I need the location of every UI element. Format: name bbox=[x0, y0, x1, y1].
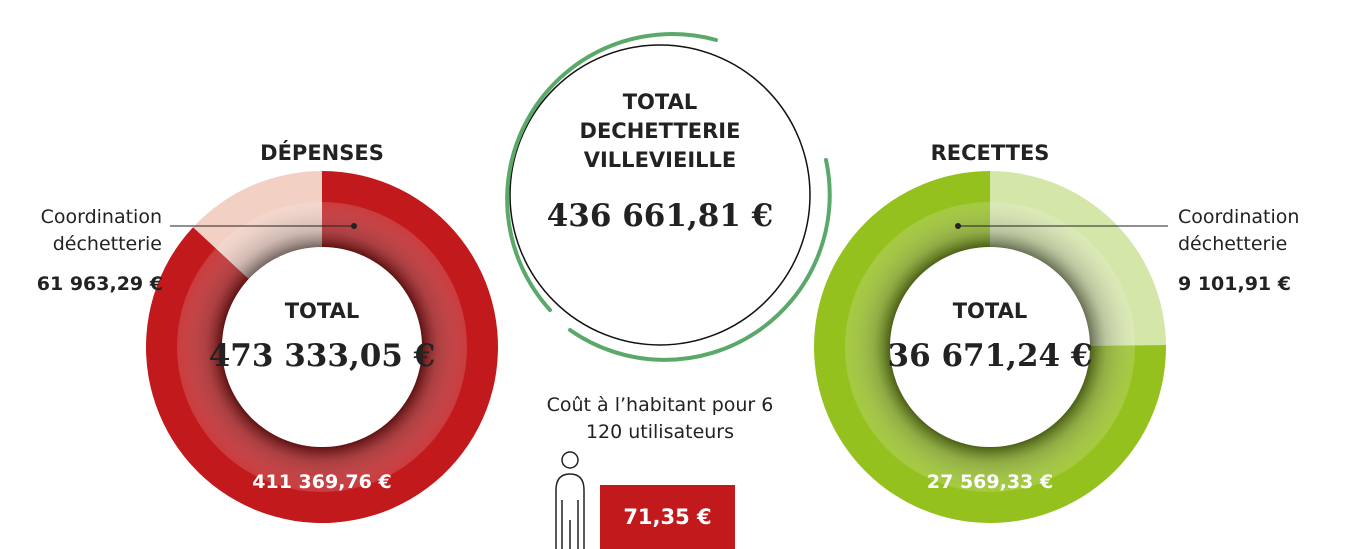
center-arc bbox=[568, 158, 832, 362]
value-label: 27 569,33 € bbox=[927, 471, 1053, 493]
center-total: 436 661,81 € bbox=[546, 198, 774, 234]
value-label: 61 963,29 € bbox=[36, 273, 163, 295]
habitant-caption: Coût à l’habitant pour 6 120 utilisateur… bbox=[546, 394, 774, 443]
total-value: 36 671,24 € bbox=[888, 338, 1093, 374]
total-title: TOTAL bbox=[285, 299, 360, 323]
value-label: 411 369,76 € bbox=[252, 471, 391, 493]
habitant-value: 71,35 € bbox=[623, 505, 712, 529]
donut-title: DÉPENSES bbox=[260, 140, 384, 165]
center-title: TOTAL DECHETTERIE VILLEVIEILLE bbox=[579, 90, 741, 172]
habitant-box bbox=[600, 485, 735, 549]
value-label: 9 101,91 € bbox=[1178, 273, 1291, 295]
total-title: TOTAL bbox=[953, 299, 1028, 323]
person-icon bbox=[555, 451, 585, 549]
center-arc bbox=[505, 32, 718, 312]
category-label: Coordination déchetterie bbox=[1178, 206, 1300, 255]
leader-dot bbox=[351, 223, 357, 229]
donut-title: RECETTES bbox=[931, 141, 1050, 165]
total-value: 473 333,05 € bbox=[209, 338, 436, 374]
leader-dot bbox=[955, 223, 961, 229]
center-circle bbox=[509, 44, 811, 346]
donut-hole bbox=[222, 247, 422, 447]
category-label: Coordination déchetterie bbox=[40, 206, 162, 255]
donut-hole bbox=[890, 247, 1090, 447]
